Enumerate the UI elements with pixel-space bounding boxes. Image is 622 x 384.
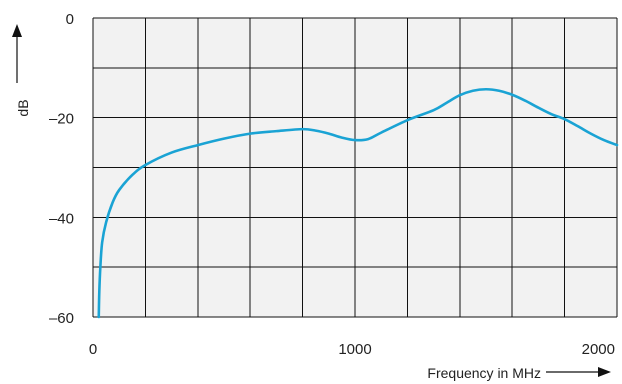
x-tick-label: 2000 xyxy=(582,341,615,358)
tick-labels: 0 –20 –40 –60 0 1000 2000 xyxy=(49,11,615,358)
y-tick-label: –60 xyxy=(49,310,74,327)
y-tick-label: –20 xyxy=(49,111,74,128)
y-axis-label: dB xyxy=(15,99,31,116)
data-series-line xyxy=(97,87,619,319)
y-tick-label: –40 xyxy=(49,210,74,227)
x-tick-label: 1000 xyxy=(338,341,371,358)
x-axis-arrow-head xyxy=(598,367,611,377)
x-axis-label: Frequency in MHz xyxy=(427,365,541,381)
y-tick-label: 0 xyxy=(66,11,74,28)
y-axis-arrow-head xyxy=(12,24,22,37)
x-tick-label: 0 xyxy=(89,341,97,358)
grid-lines xyxy=(92,17,618,318)
